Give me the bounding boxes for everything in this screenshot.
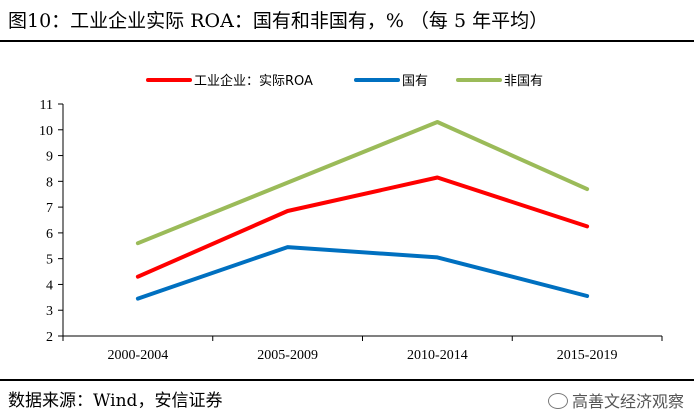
figure-title: 图10：工业企业实际 ROA：国有和非国有，% （每 5 年平均） [8,10,549,32]
y-tick-label: 6 [46,227,53,242]
x-tick-label: 2010-2014 [407,348,468,363]
y-ticks: 2 3 4 5 6 7 8 9 10 11 [39,98,63,345]
watermark-text: 高善文经济观察 [571,392,684,411]
y-tick-label: 2 [46,330,53,345]
legend-label-0: 工业企业：实际ROA [194,73,313,89]
watermark: 高善文经济观察 [547,388,684,412]
bottom-rule [0,379,694,381]
y-tick-label: 4 [46,278,53,293]
series-line-2 [135,120,590,246]
series-line-0 [135,175,590,279]
legend-label-2: 非国有 [504,74,543,89]
figure-source: 数据来源：Wind，安信证券 [8,391,223,411]
y-tick-label: 5 [46,253,53,268]
y-tick-label: 7 [46,201,53,216]
top-rule [0,40,694,42]
y-tick-label: 9 [46,150,53,165]
x-tick-label: 2005-2009 [257,348,318,363]
y-tick-label: 3 [46,304,53,319]
legend: 工业企业：实际ROA 国有 非国有 [146,73,543,89]
legend-label-1: 国有 [402,74,428,89]
x-tick-label: 2015-2019 [557,348,618,363]
series-line-1 [135,245,590,301]
series-lines [135,120,590,301]
x-ticks: 2000-2004 2005-2009 2010-2014 2015-2019 [62,336,663,363]
x-tick-label: 2000-2004 [108,348,169,363]
line-chart: 2 3 4 5 6 7 8 9 10 11 2000-2004 2005-2009 2010-2014… [39,73,663,363]
wechat-icon [547,393,568,409]
y-tick-label: 10 [39,124,53,139]
y-tick-label: 8 [46,175,53,190]
y-tick-label: 11 [40,98,53,113]
